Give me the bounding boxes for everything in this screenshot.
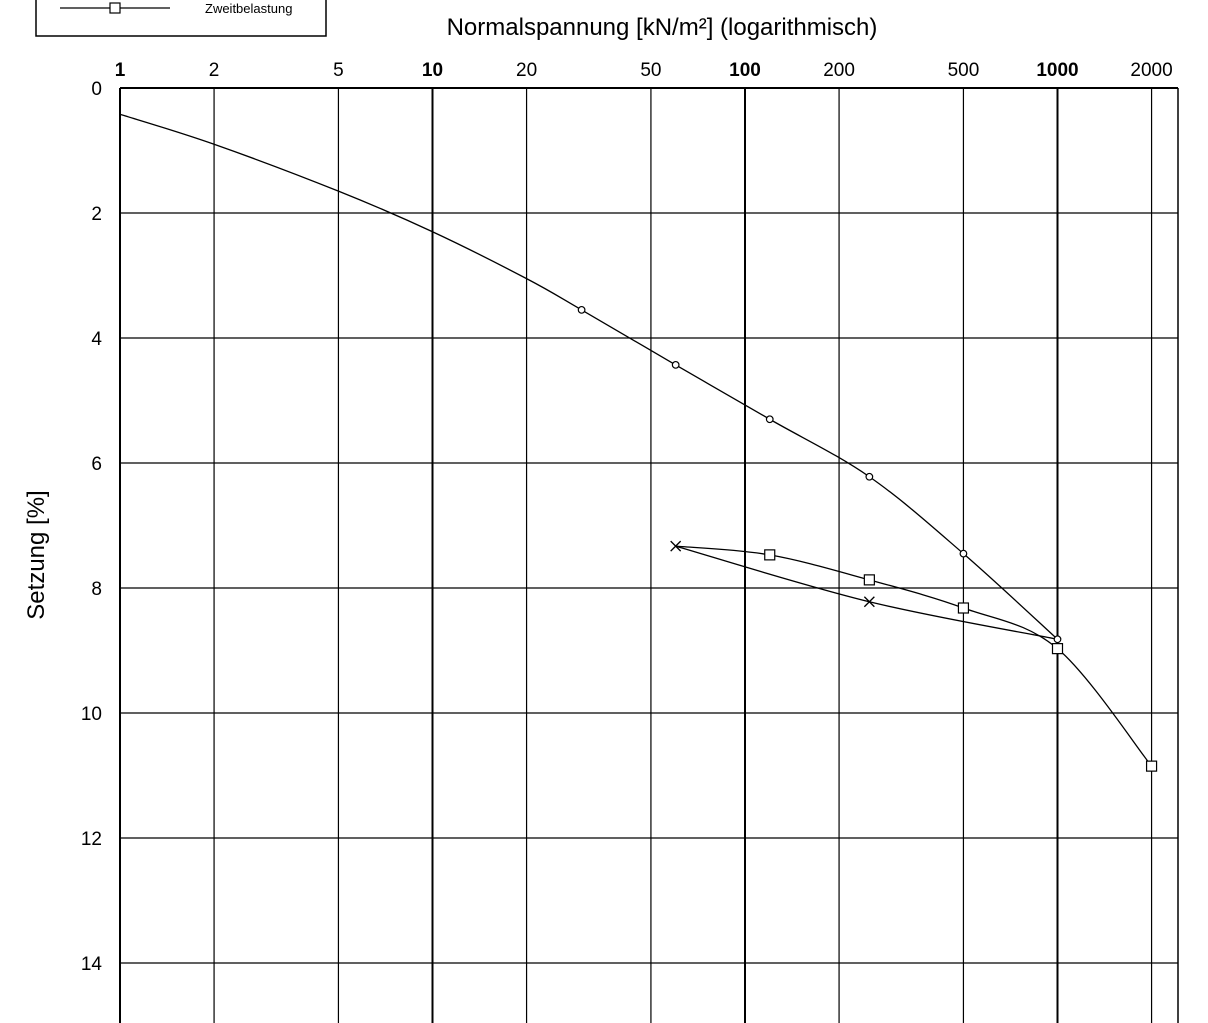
legend-square-marker — [109, 2, 121, 14]
series-line-square — [675, 545, 1153, 767]
x-tick-labels: 1 2 5 10 20 50 100 200 500 1000 2000 — [115, 60, 1173, 81]
x-tick-label: 1000 — [1036, 60, 1078, 81]
data-point-square — [1145, 760, 1158, 772]
x-axis-label: Normalspannung [kN/m²] (logarithmisch) — [447, 14, 878, 41]
y-tick-label: 10 — [81, 704, 102, 725]
y-tick-label: 14 — [81, 954, 103, 975]
y-tick-label: 4 — [91, 329, 102, 350]
x-tick-label: 2000 — [1130, 60, 1172, 81]
x-tick-label: 2 — [209, 60, 220, 81]
legend-label: Zweitbelastung — [205, 1, 292, 16]
data-markers — [577, 305, 1158, 772]
data-point-circle — [865, 472, 874, 481]
data-point-circle — [765, 415, 774, 424]
y-tick-label: 6 — [91, 454, 102, 475]
data-point-circle — [1053, 635, 1062, 644]
data-point-circle — [577, 305, 586, 314]
x-tick-label: 20 — [516, 60, 537, 81]
x-tick-label: 1 — [115, 60, 126, 81]
data-curves — [119, 113, 1153, 767]
data-point-circle — [671, 360, 680, 369]
legend: Zweitbelastung — [35, 0, 327, 37]
x-tick-label: 200 — [823, 60, 855, 81]
data-point-square — [764, 549, 776, 561]
y-axis-label: Setzung [%] — [23, 490, 50, 619]
y-tick-label: 0 — [91, 79, 102, 100]
x-tick-label: 100 — [729, 60, 761, 81]
data-point-cross — [863, 596, 875, 608]
x-tick-label: 50 — [640, 60, 661, 81]
data-point-cross — [670, 540, 682, 552]
y-tick-label: 8 — [91, 579, 102, 600]
y-tick-labels: 0 2 4 6 8 10 12 14 — [81, 79, 103, 975]
x-tick-label: 5 — [333, 60, 344, 81]
x-tick-label: 500 — [948, 60, 980, 81]
data-point-circle — [959, 549, 968, 558]
y-tick-label: 2 — [91, 204, 102, 225]
x-tick-label: 10 — [422, 60, 443, 81]
data-point-square — [1051, 643, 1064, 655]
grid — [119, 87, 1179, 1023]
data-point-square — [863, 574, 875, 586]
y-tick-label: 12 — [81, 829, 102, 850]
data-point-square — [957, 602, 970, 614]
series-line-cross — [675, 545, 1058, 640]
legend-box — [35, 0, 327, 37]
series-line-circle — [119, 113, 1058, 640]
